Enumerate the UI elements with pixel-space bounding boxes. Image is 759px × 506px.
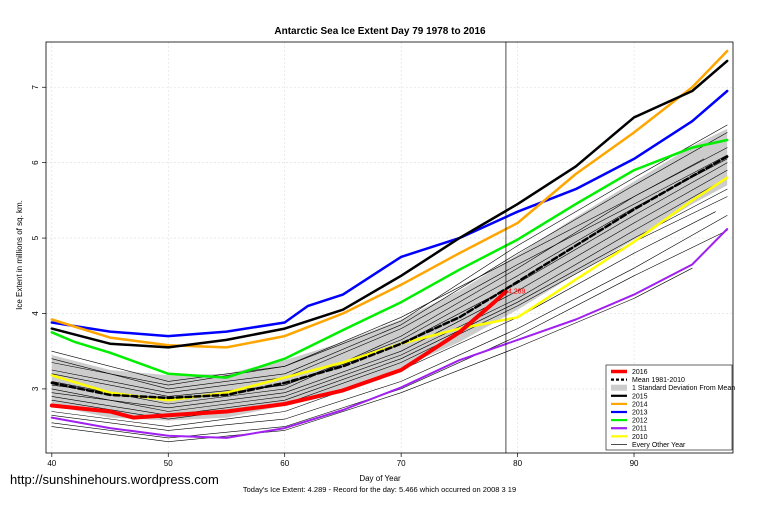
legend-item-1-standard-deviation-from-mean-label: 1 Standard Deviation From Mean <box>632 385 735 392</box>
legend-item-2011-label: 2011 <box>632 426 647 433</box>
x-tick-label: 70 <box>397 459 406 468</box>
series-line-2013-18 <box>50 89 729 338</box>
y-tick-label: 6 <box>31 160 40 165</box>
series-line-mean-1981-2010-21 <box>50 155 729 400</box>
series-line-every-other-year-2 <box>51 215 728 431</box>
x-tick-label: 60 <box>280 459 289 468</box>
y-tick-label: 5 <box>31 235 40 240</box>
plot-frame <box>45 41 734 454</box>
series-line-2011-16 <box>50 228 729 439</box>
series-line-every-other-year-7 <box>51 124 728 382</box>
series-line-every-other-year-6 <box>51 230 728 439</box>
legend-item-2012-label: 2012 <box>632 418 648 425</box>
chart-title: Antarctic Sea Ice Extent Day 79 1978 to … <box>274 26 486 37</box>
legend-item-mean-1981-2010-label: Mean 1981-2010 <box>632 377 685 384</box>
series-line-2015-20 <box>50 59 729 349</box>
x-tick-label: 40 <box>47 459 56 468</box>
legend-item-2014-label: 2014 <box>632 401 648 408</box>
series-line-every-other-year-14 <box>51 132 728 390</box>
series-line-every-other-year-1 <box>51 177 728 412</box>
y-tick-label: 3 <box>31 386 40 391</box>
series-line-2010-15 <box>50 176 729 402</box>
legend-item-2016-label: 2016 <box>632 369 648 376</box>
y-tick-label: 7 <box>31 84 40 89</box>
series-line-every-other-year-11 <box>51 267 693 443</box>
legend-item-2015-label: 2015 <box>632 393 648 400</box>
x-tick-label: 50 <box>164 459 173 468</box>
series-line-every-other-year-8 <box>51 169 728 409</box>
footer-note: Today's Ice Extent: 4.289 - Record for t… <box>242 485 517 494</box>
current-value-label: 4.289 <box>508 289 526 296</box>
y-tick-label: 4 <box>31 311 40 316</box>
x-tick-label: 90 <box>630 459 639 468</box>
y-axis: 3 4 5 6 7 <box>31 84 46 391</box>
series-line-every-other-year-5 <box>51 147 728 405</box>
legend-item-1-standard-deviation-from-mean-swatch <box>611 384 627 391</box>
std-dev-band <box>51 128 728 421</box>
legend-item-every-other-year-label: Every Other Year <box>632 442 686 449</box>
series-line-2016-22 <box>49 289 508 420</box>
legend-item-2013-label: 2013 <box>632 410 648 417</box>
series-line-every-other-year-10 <box>51 154 728 394</box>
y-axis-label: Ice Extent in millions of sq. km. <box>15 200 24 310</box>
series-line-2012-17 <box>50 138 729 379</box>
watermark-url: http://sunshinehours.wordpress.com <box>10 472 219 487</box>
series-line-2014-19 <box>50 49 729 349</box>
x-axis: 40 50 60 70 80 90 <box>47 453 639 468</box>
x-axis-label: Day of Year <box>359 474 401 483</box>
x-tick-label: 80 <box>513 459 522 468</box>
legend-item-2010-label: 2010 <box>632 434 648 441</box>
series-group <box>49 49 729 443</box>
